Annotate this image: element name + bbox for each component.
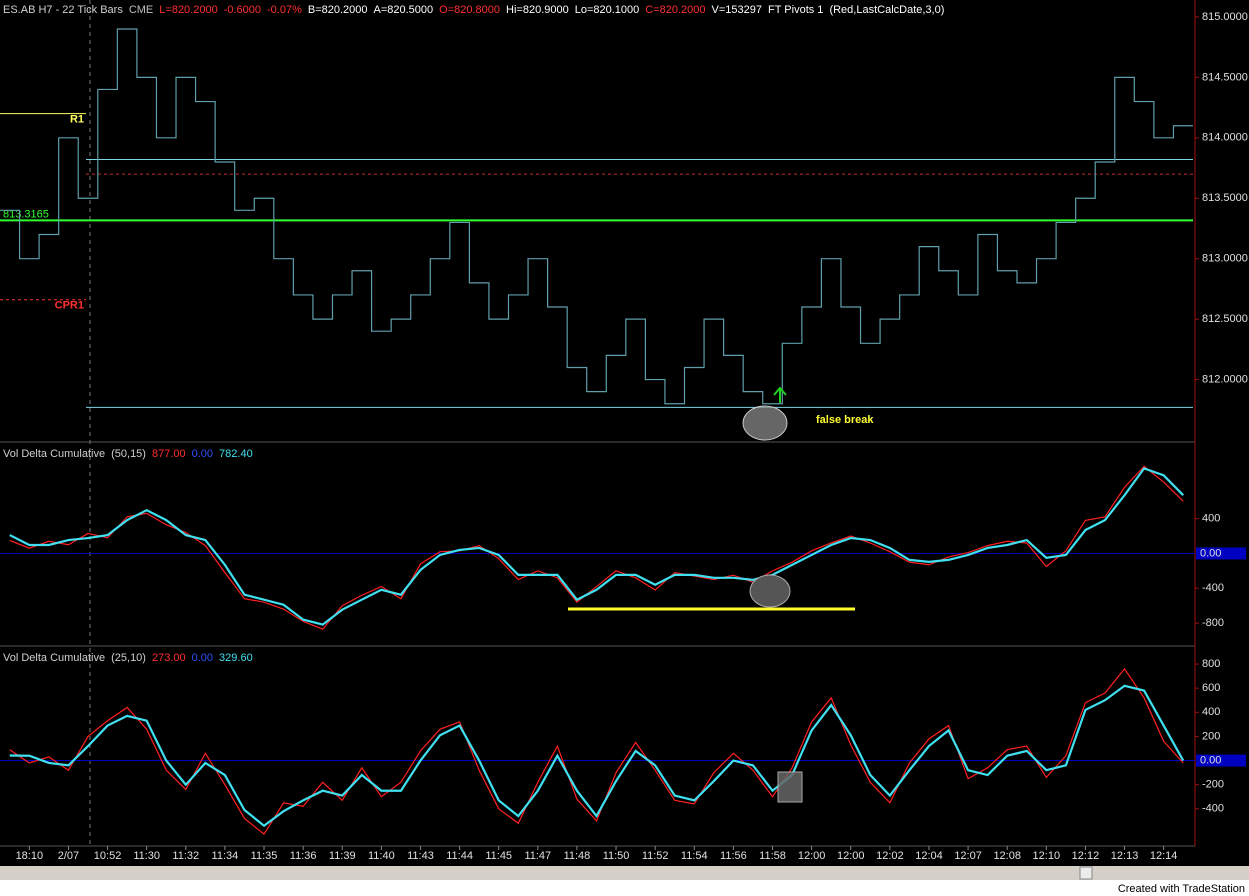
panel-title: ES.AB H7 - 22 Tick Bars	[3, 4, 123, 16]
header-item: 329.60	[219, 652, 253, 664]
x-tick-label: 11:47	[524, 850, 551, 862]
header-item: V=153297	[712, 4, 762, 16]
price-bars	[0, 28, 1193, 405]
x-tick-label: 11:56	[720, 850, 747, 862]
panel-header: Vol Delta Cumulative (50,15) 877.00 0.00 782…	[3, 448, 253, 460]
header-item: L=820.2000	[159, 4, 217, 16]
header-item: -0.6000	[224, 4, 261, 16]
x-tick-label: 12:07	[954, 850, 982, 862]
x-tick-label: 11:43	[407, 850, 434, 862]
footer-strip	[0, 880, 1249, 896]
y-tick-label: -800	[1202, 617, 1224, 629]
x-tick-label: 11:48	[564, 850, 591, 862]
highlight-ellipse	[749, 574, 791, 608]
y-tick-label: 814.0000	[1202, 132, 1248, 144]
y-tick-label: 0.00	[1200, 754, 1221, 766]
panel-header: Vol Delta Cumulative (25,10) 273.00 0.00 329…	[3, 652, 253, 664]
y-tick-label: 200	[1202, 730, 1220, 742]
header-item: B=820.2000	[308, 4, 368, 16]
pivot-label: R1	[70, 114, 84, 126]
header-item: Lo=820.1000	[575, 4, 640, 16]
x-tick-label: 2/07	[58, 850, 79, 862]
y-tick-label: 813.0000	[1202, 253, 1248, 265]
panel-header: ES.AB H7 - 22 Tick Bars CME L=820.2000 -0.6…	[3, 4, 944, 16]
header-item: C=820.2000	[645, 4, 705, 16]
pivot-label: CPR1	[55, 300, 84, 312]
series-line	[9, 667, 1184, 836]
x-tick-label: 11:39	[329, 850, 356, 862]
x-tick-label: 12:12	[1072, 850, 1100, 862]
highlight-box	[777, 771, 803, 803]
x-tick-label: 12:04	[915, 850, 943, 862]
header-item: 273.00	[152, 652, 186, 664]
series-line	[9, 467, 1185, 626]
y-tick-label: 400	[1202, 513, 1220, 525]
x-tick-label: 10:52	[94, 850, 122, 862]
panel-title: Vol Delta Cumulative	[3, 448, 105, 460]
x-tick-label: 11:52	[642, 850, 669, 862]
y-tick-label: 813.5000	[1202, 192, 1248, 204]
footer: Created with TradeStation	[1118, 883, 1245, 895]
x-tick-label: 12:00	[837, 850, 865, 862]
x-tick-label: 12:08	[993, 850, 1021, 862]
x-tick-label: 11:30	[133, 850, 160, 862]
header-item: Hi=820.9000	[506, 4, 569, 16]
x-tick-label: 11:50	[603, 850, 630, 862]
x-tick-label: 11:54	[681, 850, 708, 862]
x-tick-label: 11:35	[251, 850, 278, 862]
x-tick-label: 11:45	[485, 850, 512, 862]
x-tick-label: 18:10	[16, 850, 44, 862]
panel-params: (25,10)	[111, 652, 146, 664]
y-tick-label: 800	[1202, 658, 1220, 670]
annotation: false break	[816, 414, 874, 426]
x-tick-label: 12:02	[876, 850, 904, 862]
up-arrow	[773, 386, 787, 403]
header-item: 877.00	[152, 448, 186, 460]
y-tick-label: 400	[1202, 706, 1220, 718]
header-item: FT Pivots 1	[768, 4, 823, 16]
zero-label-box	[1196, 754, 1246, 767]
y-tick-label: 814.5000	[1202, 71, 1248, 83]
x-tick-label: 11:44	[446, 850, 473, 862]
x-tick-label: 11:58	[759, 850, 786, 862]
y-tick-label: 812.0000	[1202, 373, 1248, 385]
x-tick-label: 11:40	[368, 850, 395, 862]
y-tick-label: -400	[1202, 582, 1224, 594]
header-item: (Red,LastCalcDate,3,0)	[829, 4, 944, 16]
series-line	[9, 465, 1184, 630]
y-tick-label: 815.0000	[1202, 11, 1248, 23]
highlight-ellipse	[742, 405, 788, 441]
y-tick-label: -400	[1202, 803, 1224, 815]
y-tick-label: 600	[1202, 682, 1220, 694]
scroll-thumb[interactable]	[1079, 866, 1093, 880]
header-item: 0.00	[192, 448, 213, 460]
header-item: O=820.8000	[439, 4, 500, 16]
header-item: A=820.5000	[374, 4, 434, 16]
zero-label-box	[1196, 547, 1246, 560]
panel-params: (50,15)	[111, 448, 146, 460]
y-tick-label: 812.5000	[1202, 313, 1248, 325]
x-tick-label: 11:32	[172, 850, 199, 862]
series-line	[9, 684, 1185, 828]
x-tick-label: 11:34	[212, 850, 239, 862]
panel-title: Vol Delta Cumulative	[3, 652, 105, 664]
header-item: 782.40	[219, 448, 253, 460]
header-item: -0.07%	[267, 4, 302, 16]
plot-area: 18:10 2/07 10:52 11:30 11:32 11:34 11:35 11:36 1…	[0, 4, 1248, 862]
pivot-label: 813.3165	[3, 208, 49, 220]
y-tick-label: 0.00	[1200, 547, 1221, 559]
header-item: CME	[129, 4, 153, 16]
scrollbar[interactable]	[0, 866, 1249, 880]
header-item: 0.00	[192, 652, 213, 664]
x-tick-label: 12:10	[1033, 850, 1061, 862]
x-tick-label: 12:13	[1111, 850, 1139, 862]
y-tick-label: -200	[1202, 779, 1224, 791]
x-tick-label: 12:00	[798, 850, 826, 862]
annotations: false break	[568, 386, 874, 803]
x-tick-label: 11:36	[290, 850, 317, 862]
x-tick-label: 12:14	[1150, 850, 1178, 862]
